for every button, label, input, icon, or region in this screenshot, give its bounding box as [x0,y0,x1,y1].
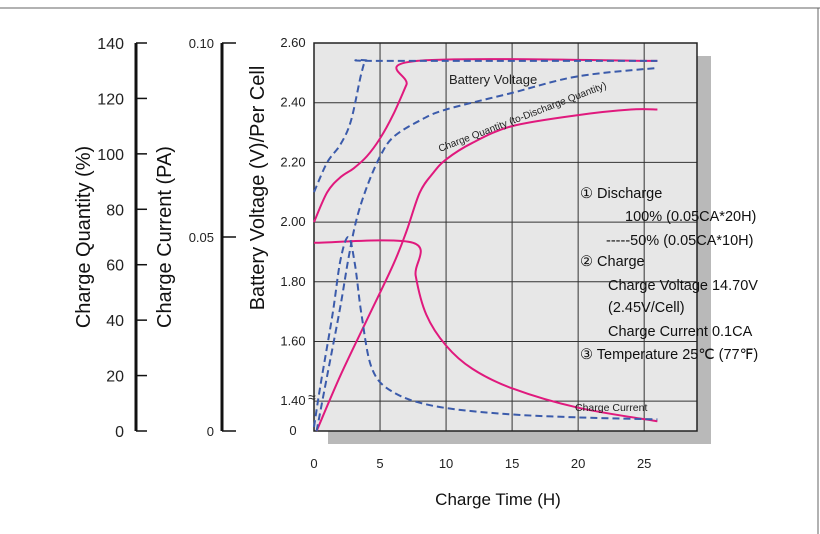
battery-voltage-50pct-line [313,59,658,193]
quantity-tick-label: 120 [97,91,124,108]
quantity-tick-label: 140 [97,36,124,53]
quantity-tick-label: 60 [106,258,124,275]
plot-border [313,42,698,432]
charge-current-curve-label: Charge Current [575,402,647,414]
x-tick-label: 10 [439,456,453,471]
axis-break-mark: ≈ [308,389,316,405]
quantity-tick-label: 0 [115,424,124,441]
quantity-tick-label: 80 [106,202,124,219]
legend-line: Charge Current 0.1CA [608,324,753,340]
charge-current-50pct-line [313,236,658,428]
battery-voltage-axis: 0 1.40 1.60 1.80 2.00 2.20 2.40 2.60 [280,35,305,438]
legend-line: Charge Voltage 14.70V [608,278,758,294]
voltage-tick-label: 2.60 [280,35,305,50]
x-tick-label: 0 [310,456,317,471]
charge-quantity-axis-title: Charge Quantity (%) [73,146,95,328]
legend-line: ③ Temperature 25℃ (77℉) [580,347,758,363]
grid [314,43,697,431]
voltage-tick-label: 2.00 [280,214,305,229]
x-tick-label: 5 [376,456,383,471]
charge-quantity-axis: 0 20 40 60 80 100 120 140 [97,36,147,441]
x-axis-title: Charge Time (H) [435,490,561,509]
voltage-tick-label: 2.40 [280,95,305,110]
voltage-tick-label: 1.40 [280,393,305,408]
charge-current-100pct-line [313,239,658,423]
quantity-tick-label: 20 [106,369,124,386]
legend-line: (2.45V/Cell) [608,300,685,316]
current-tick-label: 0.10 [189,36,214,51]
legend-line: ② Charge [580,254,645,270]
charge-quantity-50pct-line [315,66,658,432]
plot-area [314,43,697,431]
voltage-tick-label: 0 [289,423,296,438]
current-tick-label: 0.05 [189,230,214,245]
charge-current-axis: 0 0.05 0.10 [189,36,236,439]
current-tick-label: 0 [207,424,214,439]
voltage-tick-label: 1.60 [280,333,305,348]
battery-voltage-axis-title: Battery Voltage (V)/Per Cell [247,66,269,311]
x-tick-label: 20 [571,456,585,471]
x-tick-label: 15 [505,456,519,471]
x-axis: 0 5 10 15 20 25 [310,456,651,471]
charge-quantity-100pct-line [315,108,658,432]
voltage-tick-label: 2.20 [280,154,305,169]
series-group [313,58,658,432]
legend-line: ① Discharge [580,186,662,202]
x-tick-label: 25 [637,456,651,471]
legend: ① Discharge 100% (0.05CA*20H) -----50% (0.… [580,186,758,363]
legend-line: 100% (0.05CA*20H) [625,209,756,225]
battery-voltage-curve-label: Battery Voltage [449,72,537,87]
quantity-tick-label: 40 [106,313,124,330]
charge-current-axis-title: Charge Current (PA) [154,146,176,328]
voltage-tick-label: 1.80 [280,274,305,289]
legend-line: -----50% (0.05CA*10H) [606,233,753,249]
quantity-tick-label: 100 [97,147,124,164]
